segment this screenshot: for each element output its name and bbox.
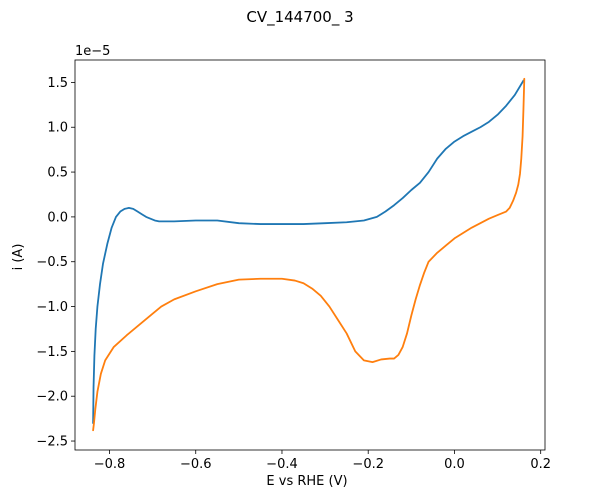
chart-title: CV_144700_ 3 — [246, 8, 353, 27]
x-tick-label: −0.2 — [352, 457, 384, 472]
y-tick-label: −1.0 — [36, 300, 68, 315]
y-tick-label: 0.0 — [47, 210, 68, 225]
plot-frame — [74, 59, 546, 451]
y-tick-label: −2.5 — [36, 435, 68, 450]
series-line-2 — [92, 77, 526, 432]
x-axis: −0.8 −0.6 −0.4 −0.2 0.0 0.2 — [94, 450, 551, 472]
y-tick-label: −1.5 — [36, 345, 68, 360]
x-tick-label: −0.4 — [266, 457, 298, 472]
x-tick-label: 0.0 — [444, 457, 465, 472]
x-tick-label: −0.8 — [94, 457, 126, 472]
y-tick-label: 0.5 — [47, 166, 68, 181]
y-tick-label: 1.5 — [47, 76, 68, 91]
y-tick-label: −0.5 — [36, 255, 68, 270]
y-tick-label: 1.0 — [47, 121, 68, 136]
x-tick-label: −0.6 — [180, 457, 212, 472]
x-axis-title: E vs RHE (V) — [266, 474, 347, 489]
y-axis: −2.5 −2.0 −1.5 −1.0 −0.5 0.0 0.5 1.0 1.5 — [36, 76, 75, 450]
series-line-1 — [92, 79, 525, 425]
x-tick-label: 0.2 — [530, 457, 551, 472]
y-axis-title: i (A) — [11, 244, 26, 271]
series-layer — [92, 77, 526, 432]
y-offset-label: 1e−5 — [75, 44, 110, 59]
y-tick-label: −2.0 — [36, 390, 68, 405]
plot-area — [74, 59, 546, 451]
